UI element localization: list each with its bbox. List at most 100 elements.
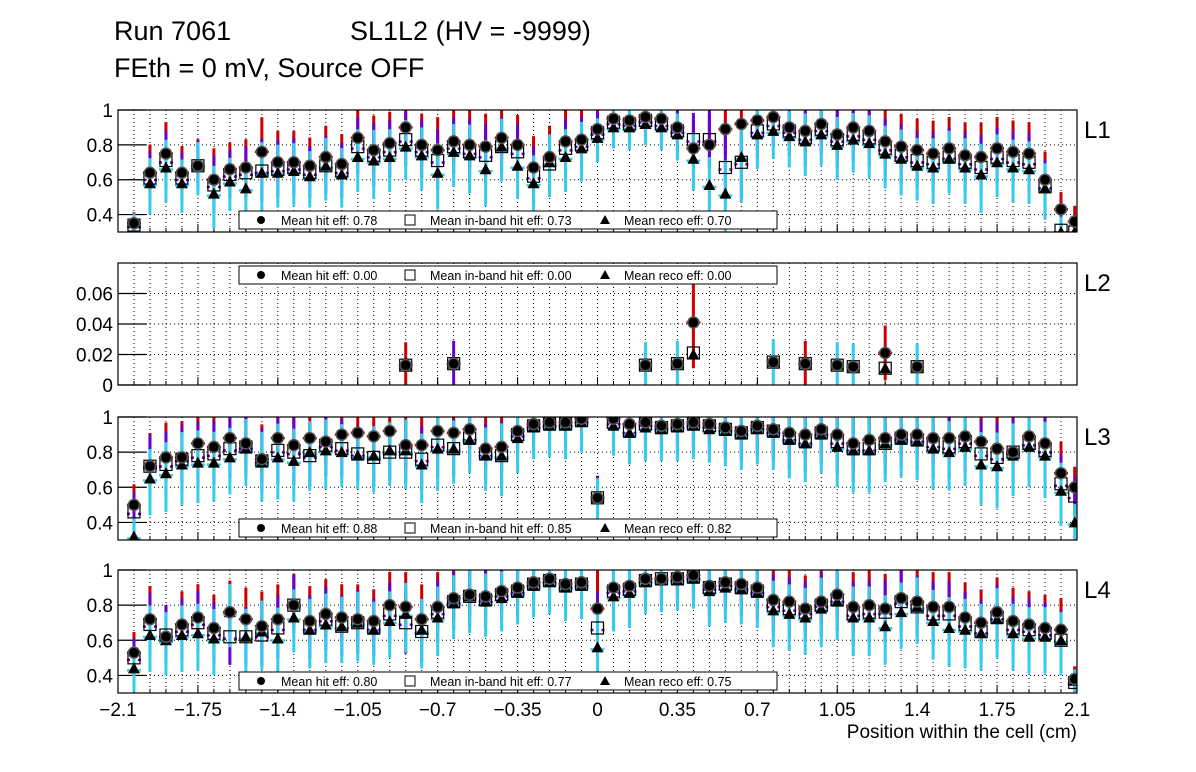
marker-reco-triangle [431,611,444,623]
marker-hit-circle [479,140,492,153]
marker-hit-circle [463,588,476,601]
plot-frame [117,262,1078,386]
marker-reco-triangle [351,151,364,163]
marker-hit-circle [639,358,652,372]
marker-reco-triangle [911,159,924,171]
marker-reco-triangle [159,467,172,479]
marker-reco-triangle [415,458,428,470]
marker-reco-triangle [943,621,956,633]
marker-hit-circle [335,157,349,171]
legend-inband-marker [404,269,416,281]
marker-reco-triangle [943,446,956,458]
marker-hit-circle [687,417,700,429]
marker-reco-triangle [911,435,924,447]
y-tick-label: 0.04 [76,315,113,336]
x-tick-label: 1.75 [979,700,1016,721]
marker-reco-triangle [847,133,860,145]
marker-hit-circle [1038,621,1052,635]
marker-hit-circle [223,431,237,445]
marker-reco-triangle [735,151,748,163]
legend-reco-text: Mean reco eff: 0.00 [624,269,732,283]
legend-inband-marker [404,522,416,534]
marker-reco-triangle [367,449,380,461]
marker-hit-circle [894,428,908,441]
marker-hit-circle [703,138,716,152]
marker-hit-circle [223,605,237,619]
title-run: Run 7061 [114,16,232,46]
marker-hit-circle [607,581,620,594]
marker-reco-triangle [495,449,508,461]
marker-hit-circle [990,142,1004,155]
y-tick-label: 0.6 [87,171,113,192]
marker-hit-circle [367,430,380,443]
marker-reco-triangle [223,175,236,187]
marker-hit-circle [175,451,189,464]
y-tick-label: 1 [102,408,113,429]
marker-hit-circle [543,572,556,586]
marker-hit-circle [431,143,444,157]
marker-reco-triangle [991,613,1004,625]
data-points [126,417,1077,540]
marker-hit-circle [383,424,396,438]
marker-hit-circle [831,588,844,601]
legend-hit-marker [257,271,265,279]
marker-hit-circle [974,435,988,448]
marker-inband-square [223,630,237,644]
panel-label-l3: L3 [1084,424,1111,451]
legend-reco-text: Mean reco eff: 0.70 [624,214,732,228]
marker-reco-triangle [383,614,396,626]
marker-hit-circle [799,428,812,441]
marker-hit-circle [271,612,285,626]
marker-reco-triangle [319,618,332,630]
marker-hit-circle [575,133,588,146]
marker-reco-triangle [1023,630,1036,642]
marker-hit-circle [926,600,940,614]
marker-hit-circle [671,570,684,584]
marker-hit-circle [399,438,412,452]
marker-reco-triangle [1007,627,1020,639]
marker-hit-circle [1068,481,1077,494]
panel-label-l4: L4 [1084,577,1111,604]
marker-reco-triangle [895,152,908,164]
marker-reco-triangle [335,168,348,180]
marker-hit-circle [990,442,1004,455]
marker-hit-circle [703,417,716,431]
marker-reco-triangle [271,632,284,644]
marker-hit-circle [255,145,269,159]
marker-reco-triangle [463,149,476,161]
marker-hit-circle [463,138,476,152]
marker-reco-triangle [143,629,156,641]
marker-hit-circle [127,646,141,659]
marker-reco-triangle [927,614,940,626]
marker-hit-circle [926,147,940,160]
marker-reco-triangle [895,606,908,618]
marker-reco-triangle [335,446,348,458]
marker-reco-triangle [1057,226,1065,232]
marker-hit-circle [239,437,253,450]
x-tick-label: −0.7 [419,700,457,721]
marker-hit-circle [287,598,301,612]
marker-hit-circle [559,417,572,429]
marker-reco-triangle [1055,634,1068,646]
marker-hit-circle [479,590,492,603]
marker-hit-circle [335,428,349,441]
legend-inband-text: Mean in-band hit eff: 0.00 [430,269,572,283]
marker-reco-triangle [223,451,236,463]
marker-hit-circle [351,131,364,145]
legend-hit-text: Mean hit eff: 0.80 [281,675,377,689]
marker-hit-circle [799,357,812,370]
marker-hit-circle [910,595,924,608]
marker-hit-circle [671,357,684,370]
plot-frame [117,569,1078,694]
legend-hit-text: Mean hit eff: 0.78 [281,214,377,228]
marker-reco-triangle [815,128,828,140]
marker-hit-circle [351,612,364,626]
panel-l3: 0.4 0.6 0.8 1 L3 Mean hit eff: 0.88 Mean in-ba… [87,408,1111,541]
marker-hit-circle [815,595,828,608]
marker-hit-circle [447,426,460,440]
marker-hit-circle [799,602,812,615]
marker-reco-triangle [591,641,604,653]
marker-hit-circle [527,417,540,431]
marker-hit-circle [1054,466,1068,480]
marker-hit-circle [639,110,652,124]
